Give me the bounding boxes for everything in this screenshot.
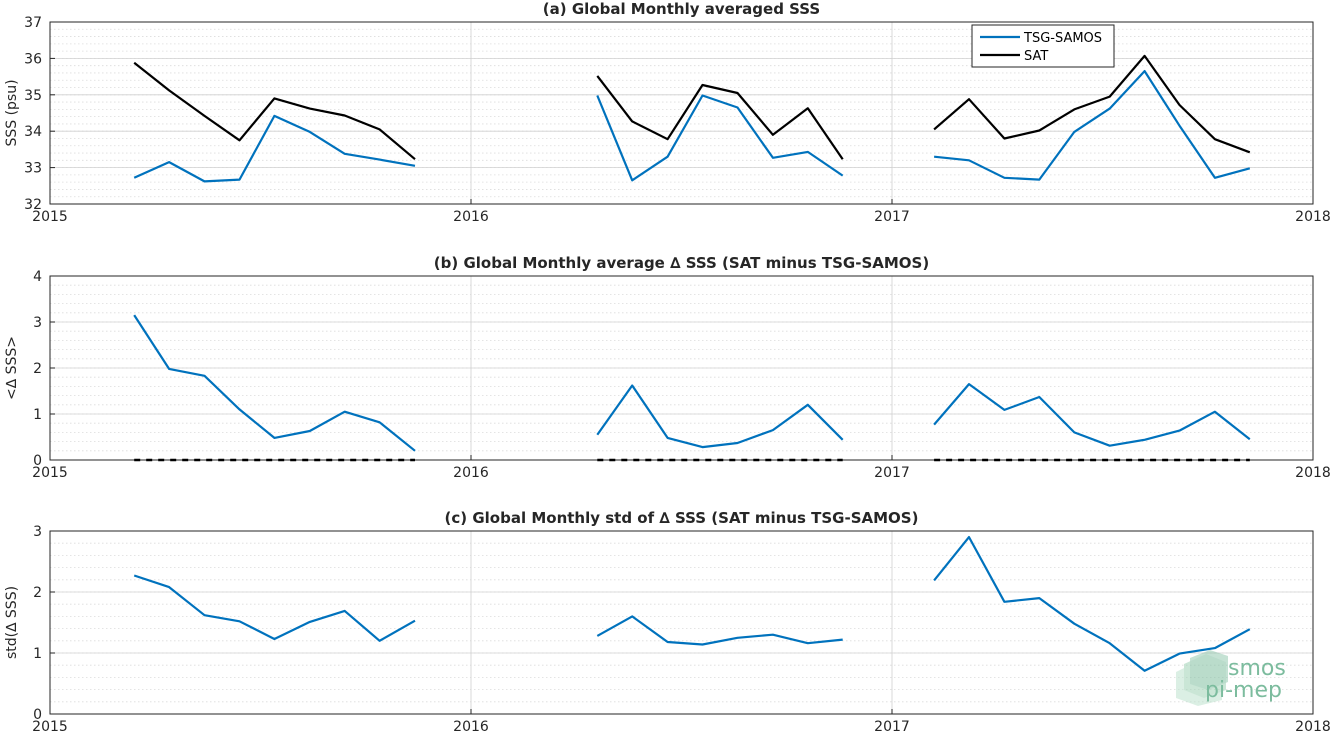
axes-box <box>49 21 1314 205</box>
panel-c-std-delta-sss: 2015 2016 2017 2018 0 1 2 3 (c) Global Monthly s… <box>4 509 1331 735</box>
series-line-tsg-samos-seg1 <box>596 94 844 182</box>
smos-pi-mep-logo: smos pi-mep <box>1176 650 1286 706</box>
y-tick-label: 4 <box>33 269 42 285</box>
series-line-s0-seg0 <box>133 574 416 642</box>
x-tick-label: 2018 <box>1295 719 1331 735</box>
series-line-sat-seg1 <box>596 75 844 160</box>
y-axis-label: <∆ SSS> <box>4 336 20 400</box>
y-tick-label: 32 <box>24 197 42 213</box>
y-tick-label: 0 <box>33 707 42 723</box>
x-tick-label: 2016 <box>453 719 489 735</box>
x-tick-label: 2017 <box>874 465 910 481</box>
x-tick-label: 2018 <box>1295 465 1331 481</box>
plot-area <box>50 531 1313 714</box>
y-tick-label: 37 <box>24 15 42 31</box>
y-tick-label: 0 <box>33 453 42 469</box>
panel-title: (b) Global Monthly average ∆ SSS (SAT mi… <box>434 254 929 272</box>
legend-box <box>971 24 1115 68</box>
y-axis-label: SSS (psu) <box>4 79 20 146</box>
x-tick-label: 2015 <box>32 465 68 481</box>
x-tick-label: 2015 <box>32 209 68 225</box>
y-axis-label: std(∆ SSS) <box>4 586 20 659</box>
legend: TSG-SAMOS SAT <box>971 24 1115 68</box>
plot-area <box>50 22 1313 204</box>
y-tick-label: 3 <box>33 315 42 331</box>
panel-title: (c) Global Monthly std of ∆ SSS (SAT min… <box>445 509 919 527</box>
logo-text-smos: smos <box>1228 656 1286 681</box>
panel-a-sss: 2015 2016 2017 2018 32 33 34 35 36 37 (a) Global M… <box>4 0 1331 225</box>
x-tick-label: 2016 <box>453 465 489 481</box>
x-tick-label: 2017 <box>874 719 910 735</box>
y-tick-label: 34 <box>24 124 42 140</box>
series-line-sat-seg2 <box>933 54 1251 154</box>
x-tick-label: 2018 <box>1295 209 1331 225</box>
logo-text-pi-mep: pi-mep <box>1205 678 1282 703</box>
series-line-s0-seg2 <box>933 535 1251 672</box>
x-tick-label: 2017 <box>874 209 910 225</box>
x-tick-label: 2016 <box>453 209 489 225</box>
series-line-s0-seg2 <box>933 383 1251 447</box>
y-tick-label: 35 <box>24 88 42 104</box>
series-line-s0-seg1 <box>596 384 844 449</box>
y-tick-label: 36 <box>24 51 42 67</box>
logo-mark-icon <box>1176 650 1228 706</box>
y-tick-label: 1 <box>33 646 42 662</box>
x-tick-label: 2015 <box>32 719 68 735</box>
legend-label: TSG-SAMOS <box>1023 31 1102 46</box>
y-tick-label: 33 <box>24 161 42 177</box>
series-line-s0-seg1 <box>596 615 843 646</box>
series-line-tsg-samos-seg0 <box>133 114 416 183</box>
axes-box <box>49 530 1314 715</box>
y-tick-label: 3 <box>33 524 42 540</box>
panel-title: (a) Global Monthly averaged SSS <box>543 0 820 18</box>
y-tick-label: 2 <box>33 585 42 601</box>
series-line-tsg-samos-seg2 <box>933 69 1251 181</box>
series-line-s0-seg0 <box>133 314 416 452</box>
panel-b-delta-sss: 2015 2016 2017 2018 0 1 2 3 4 (b) Global Monthly … <box>4 254 1331 481</box>
legend-label: SAT <box>1024 49 1048 64</box>
y-tick-label: 1 <box>33 407 42 423</box>
y-tick-label: 2 <box>33 361 42 377</box>
series-line-sat-seg0 <box>133 61 416 161</box>
